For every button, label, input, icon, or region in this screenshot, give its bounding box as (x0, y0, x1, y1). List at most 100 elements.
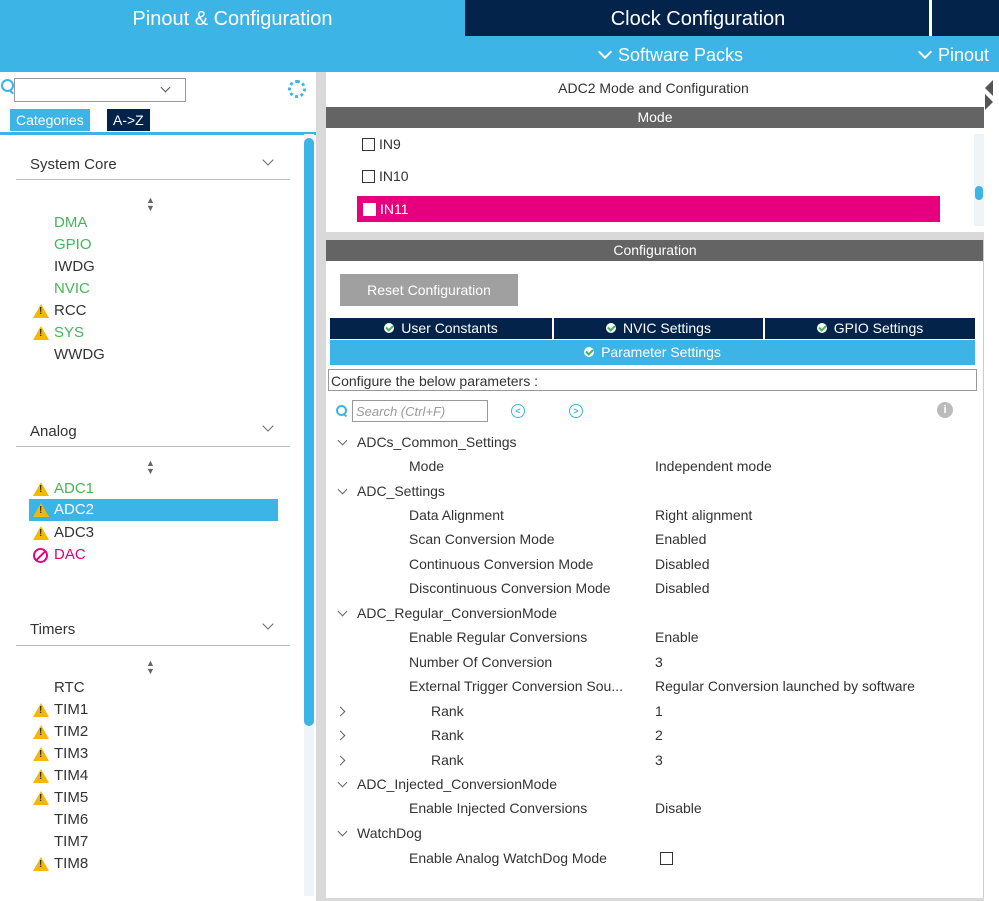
mode-scrollbar-track[interactable] (974, 134, 984, 226)
param-label-rank-1[interactable]: Rank (431, 703, 464, 719)
mode-scrollbar-thumb[interactable] (975, 186, 983, 200)
param-label-discontinuous-conversion: Discontinuous Conversion Mode (409, 580, 611, 596)
tree-node-adc-settings[interactable]: ADC_Settings (357, 483, 445, 499)
param-value-rank-3[interactable]: 3 (655, 752, 663, 768)
param-value-discontinuous-conversion[interactable]: Disabled (655, 580, 710, 596)
param-value-enable-injected[interactable]: Disable (655, 800, 702, 816)
list-item-dma[interactable]: DMA (54, 214, 88, 231)
param-label-external-trigger: External Trigger Conversion Sou... (409, 678, 623, 694)
tree-node-adc-regular-conversionmode[interactable]: ADC_Regular_ConversionMode (357, 605, 557, 621)
tree-node-adcs-common-settings[interactable]: ADCs_Common_Settings (357, 434, 517, 450)
list-item-tim5[interactable]: TIM5 (54, 789, 89, 806)
category-search-input[interactable] (14, 78, 186, 102)
param-label-rank-2[interactable]: Rank (431, 727, 464, 743)
list-item-tim8[interactable]: TIM8 (54, 855, 89, 872)
tab-parameter-settings[interactable]: Parameter Settings (330, 340, 975, 365)
param-value-number-of-conversion[interactable]: 3 (655, 654, 663, 670)
list-item-tim4[interactable]: TIM4 (54, 767, 89, 784)
list-item-nvic[interactable]: NVIC (54, 280, 90, 297)
param-value-enable-regular[interactable]: Enable (655, 629, 699, 645)
param-label-mode: Mode (409, 458, 445, 474)
expand-right-icon[interactable] (985, 94, 993, 110)
list-item-tim6[interactable]: TIM6 (54, 811, 89, 828)
list-item-adc1[interactable]: ADC1 (54, 480, 95, 497)
previous-match-icon[interactable]: < (511, 404, 525, 418)
list-item-rcc[interactable]: RCC (54, 302, 87, 319)
param-label-scan-conversion: Scan Conversion Mode (409, 531, 555, 547)
chevron-down-icon[interactable] (337, 606, 348, 617)
tree-node-adc-injected-conversionmode[interactable]: ADC_Injected_ConversionMode (357, 776, 557, 792)
list-item-tim3[interactable]: TIM3 (54, 745, 89, 762)
tab-nvic-settings[interactable]: NVIC Settings (554, 318, 763, 339)
left-scrollbar-thumb[interactable] (304, 138, 314, 726)
list-item-tim7[interactable]: TIM7 (54, 833, 89, 850)
list-item-gpio[interactable]: GPIO (54, 236, 92, 253)
search-icon[interactable] (336, 405, 347, 416)
warning-icon (33, 769, 49, 783)
list-item-wwdg[interactable]: WWDG (54, 346, 105, 363)
chevron-down-icon[interactable] (337, 826, 348, 837)
check-circle-icon (584, 347, 595, 357)
tab-gpio-settings[interactable]: GPIO Settings (765, 318, 975, 339)
param-label-enable-injected: Enable Injected Conversions (409, 800, 588, 816)
search-icon[interactable] (1, 79, 14, 92)
check-circle-icon (606, 323, 617, 333)
software-packs-menu[interactable]: Software Packs (597, 36, 743, 72)
param-value-data-alignment[interactable]: Right alignment (655, 507, 753, 523)
collapse-left-icon[interactable] (985, 80, 993, 96)
tab-pinout-configuration[interactable]: Pinout & Configuration (0, 0, 465, 36)
list-item-adc2[interactable]: ADC2 (54, 501, 95, 518)
search-icon-handle (342, 412, 348, 418)
gear-icon[interactable] (288, 80, 306, 98)
in11-checkbox[interactable] (363, 203, 376, 216)
section-splitter[interactable] (326, 232, 984, 240)
list-item-adc3[interactable]: ADC3 (54, 524, 95, 541)
tab-user-constants-label: User Constants (401, 320, 498, 336)
chevron-down-icon[interactable] (337, 435, 348, 446)
list-item-tim2[interactable]: TIM2 (54, 723, 89, 740)
forbidden-icon (33, 548, 48, 563)
tree-node-watchdog[interactable]: WatchDog (357, 825, 422, 841)
group-title-system-core[interactable]: System Core (30, 156, 117, 173)
list-item-tim1[interactable]: TIM1 (54, 701, 89, 718)
param-value-scan-conversion[interactable]: Enabled (655, 531, 707, 547)
pinout-menu[interactable]: Pinout (917, 36, 989, 72)
chevron-right-icon[interactable] (335, 730, 346, 741)
category-tabs: Categories A->Z (0, 109, 316, 135)
list-item-dac[interactable]: DAC (54, 546, 86, 563)
param-value-continuous-conversion[interactable]: Disabled (655, 556, 710, 572)
tab-user-constants[interactable]: User Constants (330, 318, 552, 339)
tab-a-to-z[interactable]: A->Z (107, 109, 150, 131)
chevron-right-icon[interactable] (335, 755, 346, 766)
param-value-external-trigger[interactable]: Regular Conversion launched by software (655, 678, 915, 694)
list-item-rtc[interactable]: RTC (54, 679, 85, 696)
tab-categories[interactable]: Categories (10, 109, 90, 131)
group-title-analog[interactable]: Analog (30, 423, 77, 440)
in9-checkbox[interactable] (362, 138, 375, 151)
param-value-mode[interactable]: Independent mode (655, 458, 772, 474)
chevron-right-icon[interactable] (335, 706, 346, 717)
parameter-search-input[interactable]: Search (Ctrl+F) (352, 400, 488, 422)
param-value-rank-2[interactable]: 2 (655, 727, 663, 743)
sort-icon[interactable]: ▲ ▼ (146, 195, 155, 213)
list-item-sys[interactable]: SYS (54, 324, 85, 341)
param-label-rank-3[interactable]: Rank (431, 752, 464, 768)
info-icon[interactable]: i (937, 402, 953, 418)
sort-icon[interactable]: ▲ ▼ (146, 658, 155, 676)
param-value-rank-1[interactable]: 1 (655, 703, 663, 719)
analog-watchdog-checkbox[interactable] (660, 852, 673, 865)
next-match-icon[interactable]: > (569, 404, 583, 418)
sort-icon[interactable]: ▲ ▼ (146, 458, 155, 476)
panel-splitter[interactable] (316, 72, 326, 901)
group-title-timers[interactable]: Timers (30, 621, 76, 638)
in10-checkbox[interactable] (362, 170, 375, 183)
configuration-section-header: Configuration (326, 240, 984, 261)
list-item-iwdg[interactable]: IWDG (54, 258, 95, 275)
warning-icon (33, 482, 49, 496)
reset-configuration-button[interactable]: Reset Configuration (340, 274, 518, 306)
param-label-analog-watchdog: Enable Analog WatchDog Mode (409, 850, 607, 866)
chevron-down-icon[interactable] (337, 777, 348, 788)
in11-row-highlight[interactable] (357, 196, 940, 222)
chevron-down-icon[interactable] (337, 484, 348, 495)
tab-clock-configuration[interactable]: Clock Configuration (467, 0, 929, 36)
